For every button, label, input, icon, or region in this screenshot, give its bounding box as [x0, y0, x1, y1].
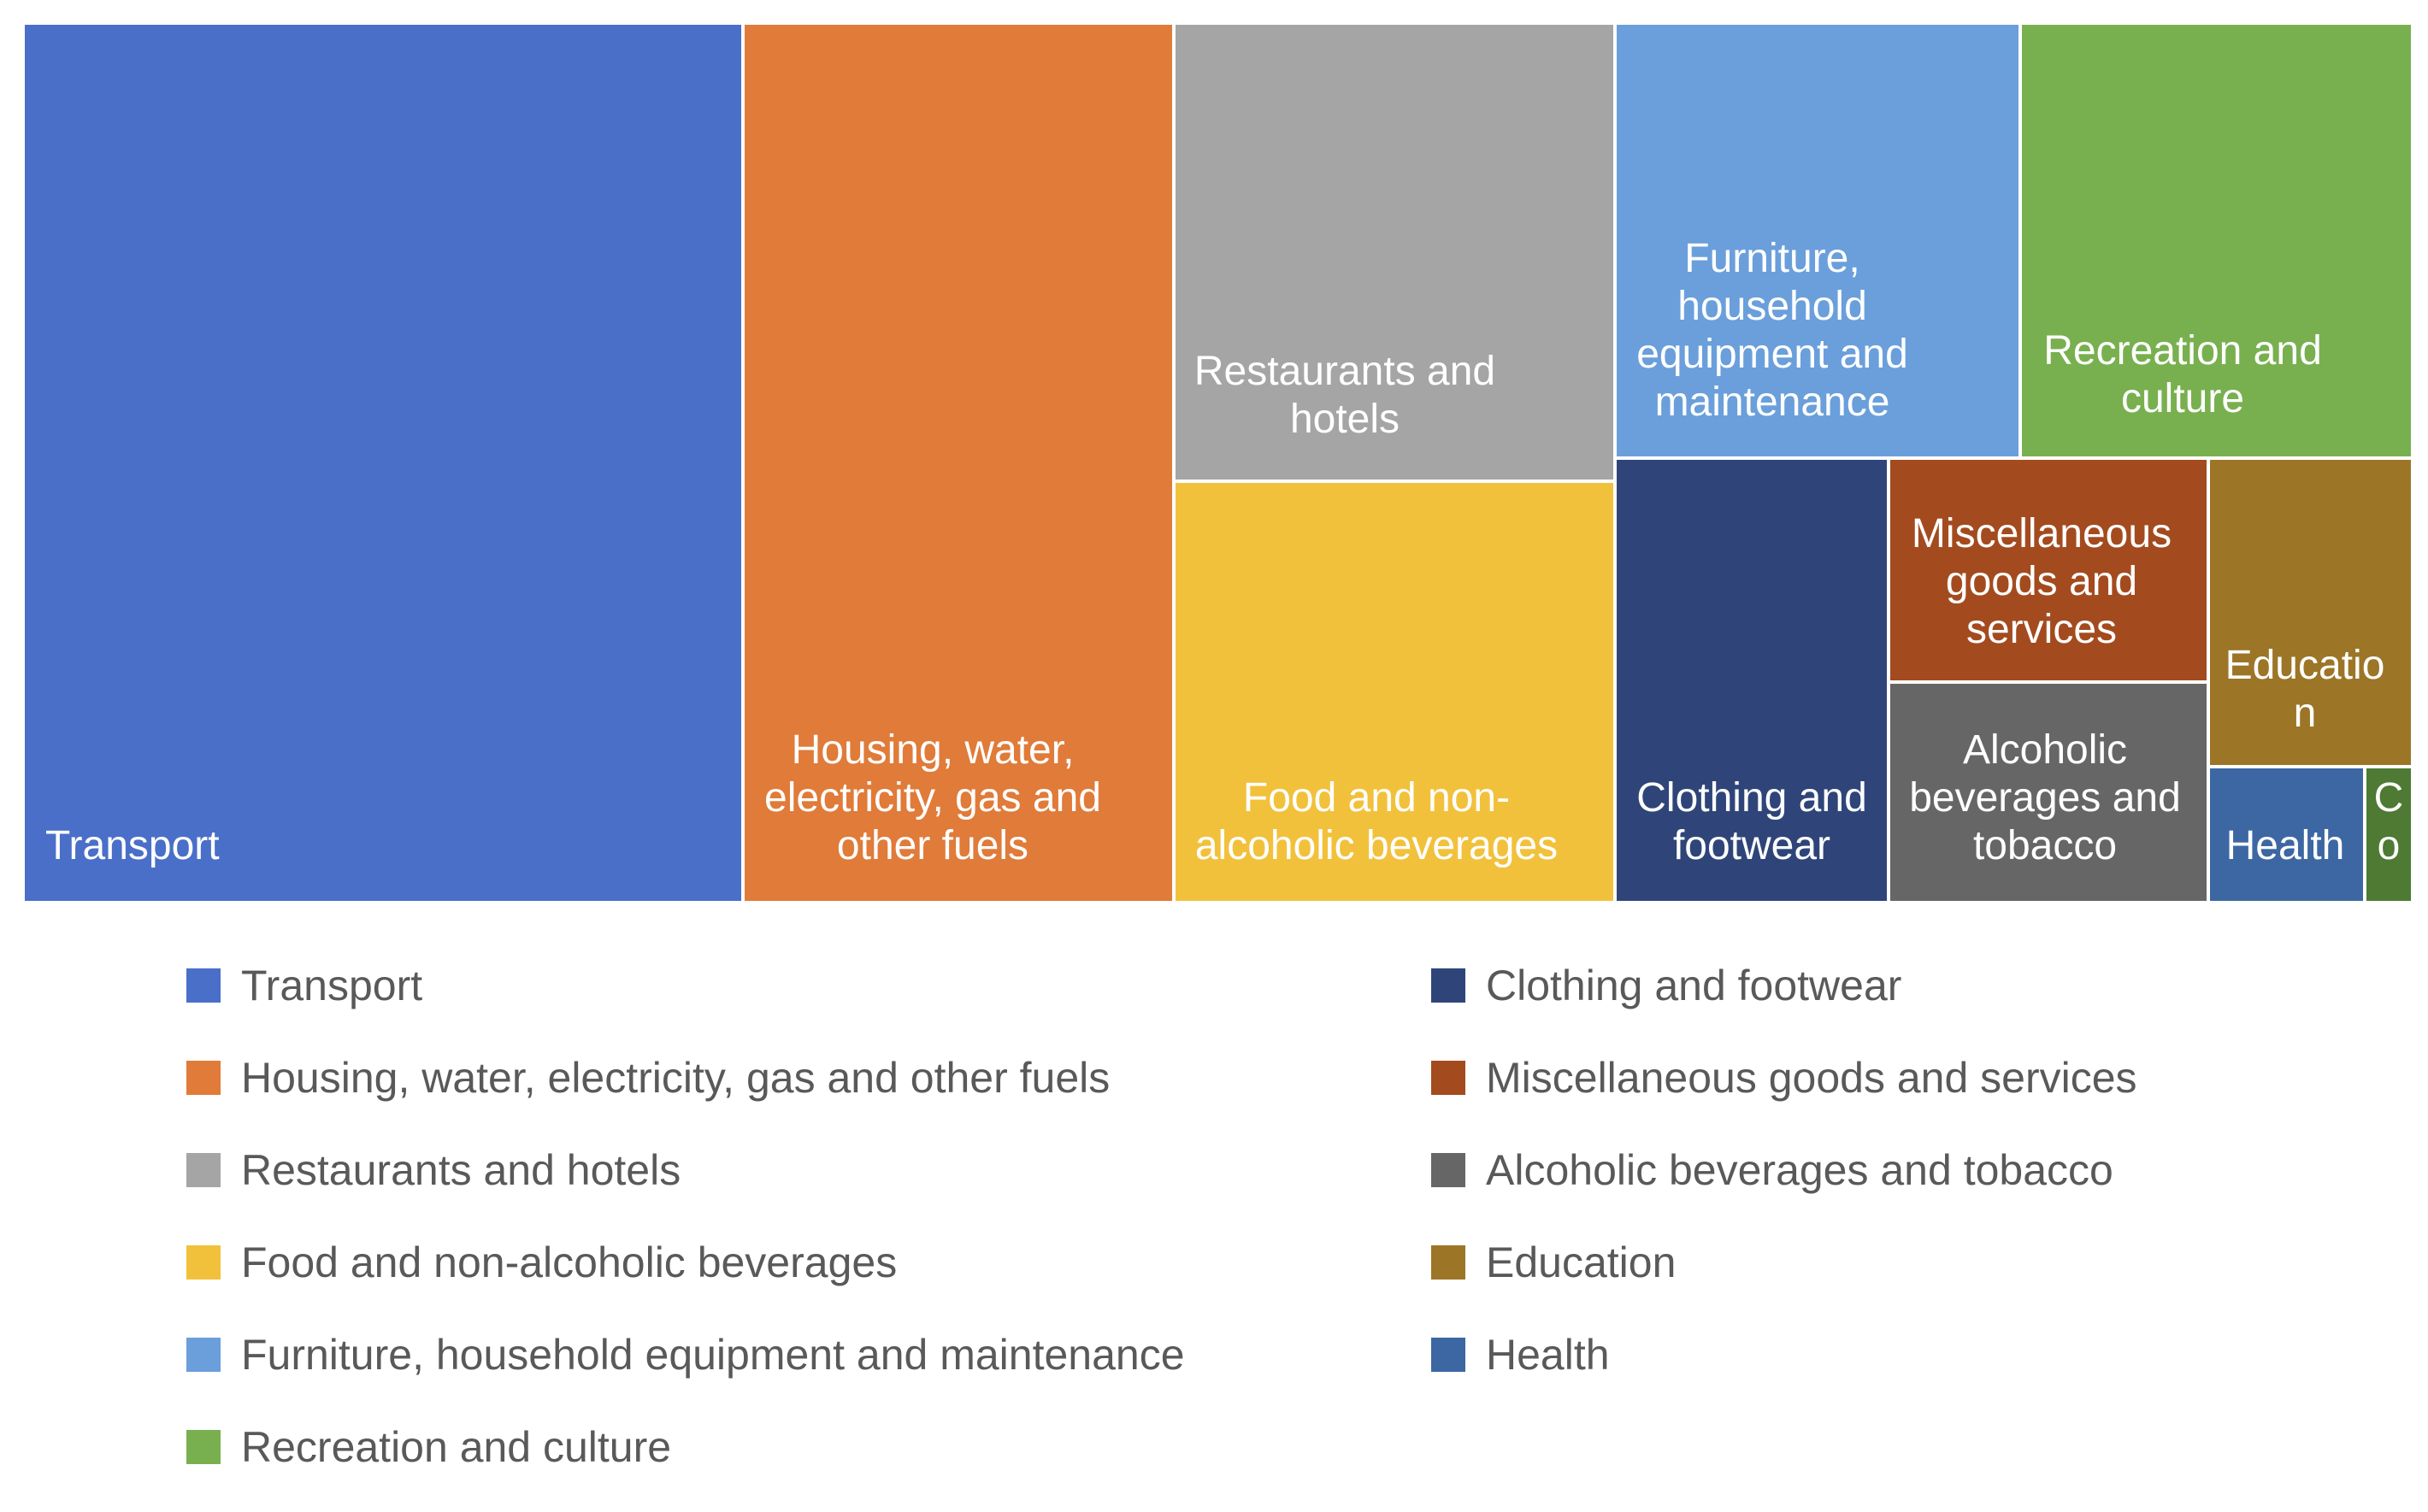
tile-health — [2210, 768, 2363, 901]
tile-label-food-and-non-alcoholic-beverages: Food and non-alcoholic beverages — [1195, 775, 1558, 868]
chart-legend: Transport Housing, water, electricity, ga… — [186, 962, 2137, 1471]
legend-label-food-and-non-alcoholic-beverages: Food and non-alcoholic beverages — [241, 1238, 897, 1286]
legend-swatch-housing-water-electricity-gas-and-other-fuels — [186, 1061, 221, 1095]
legend-label-clothing-and-footwear: Clothing and footwear — [1486, 962, 1901, 1009]
tile-education — [2210, 460, 2411, 765]
legend-swatch-recreation-and-culture — [186, 1430, 221, 1464]
tile-label-restaurants-and-hotels: Restaurants and hotels — [1194, 349, 1495, 442]
legend-swatch-clothing-and-footwear — [1431, 968, 1465, 1003]
legend-label-furniture-household-equipment-and-maintenance: Furniture, household equipment and maint… — [241, 1331, 1185, 1379]
tile-housing-water-electricity-gas-and-other-fuels — [745, 25, 1172, 901]
tile-label-transport: Transport — [45, 823, 220, 868]
tile-recreation-and-culture — [2022, 25, 2411, 456]
tile-transport — [25, 25, 741, 901]
legend-swatch-alcoholic-beverages-and-tobacco — [1431, 1153, 1465, 1187]
tile-furniture-household-equipment-and-maintenance — [1617, 25, 2018, 456]
tile-alcoholic-beverages-and-tobacco — [1890, 684, 2207, 901]
legend-label-housing-water-electricity-gas-and-other-fuels: Housing, water, electricity, gas and oth… — [241, 1054, 1110, 1102]
tile-restaurants-and-hotels — [1176, 25, 1613, 479]
tile-communication — [2366, 768, 2411, 901]
tile-label-furniture-household-equipment-and-maintenance: Furniture, household equipment and maintena… — [1636, 236, 1908, 425]
tile-clothing-and-footwear — [1617, 460, 1887, 901]
tile-label-housing-water-electricity-gas-and-other-fuels: Housing, water, electricity, gas and other… — [764, 727, 1101, 868]
legend-label-recreation-and-culture: Recreation and culture — [241, 1423, 671, 1471]
treemap-tiles: Transport Housing, water, electricity, gas… — [25, 25, 2411, 901]
legend-label-transport: Transport — [241, 962, 422, 1009]
tile-label-education: Educatio n — [2225, 643, 2385, 736]
legend-swatch-health — [1431, 1338, 1465, 1372]
legend-swatch-restaurants-and-hotels — [186, 1153, 221, 1187]
tile-label-recreation-and-culture: Recreation and culture — [2043, 328, 2322, 421]
legend-swatch-miscellaneous-goods-and-services — [1431, 1061, 1465, 1095]
tile-label-miscellaneous-goods-and-services: Miscellaneous goods and services — [1912, 511, 2172, 652]
tile-label-alcoholic-beverages-and-tobacco: Alcoholic beverages and tobacco — [1909, 727, 2181, 868]
tile-label-health: Health — [2226, 823, 2345, 868]
legend-swatch-transport — [186, 968, 221, 1003]
legend-label-health: Health — [1486, 1331, 1610, 1379]
tile-food-and-non-alcoholic-beverages — [1176, 483, 1613, 901]
legend-swatch-food-and-non-alcoholic-beverages — [186, 1245, 221, 1280]
tile-label-clothing-and-footwear: Clothing and footwear — [1636, 775, 1867, 868]
legend-swatch-furniture-household-equipment-and-maintenance — [186, 1338, 221, 1372]
legend-label-miscellaneous-goods-and-services: Miscellaneous goods and services — [1486, 1054, 2137, 1102]
legend-swatch-education — [1431, 1245, 1465, 1280]
legend-label-alcoholic-beverages-and-tobacco: Alcoholic beverages and tobacco — [1486, 1146, 2113, 1194]
tile-miscellaneous-goods-and-services — [1890, 460, 2207, 680]
legend-label-restaurants-and-hotels: Restaurants and hotels — [241, 1146, 681, 1194]
legend-label-education: Education — [1486, 1238, 1676, 1286]
